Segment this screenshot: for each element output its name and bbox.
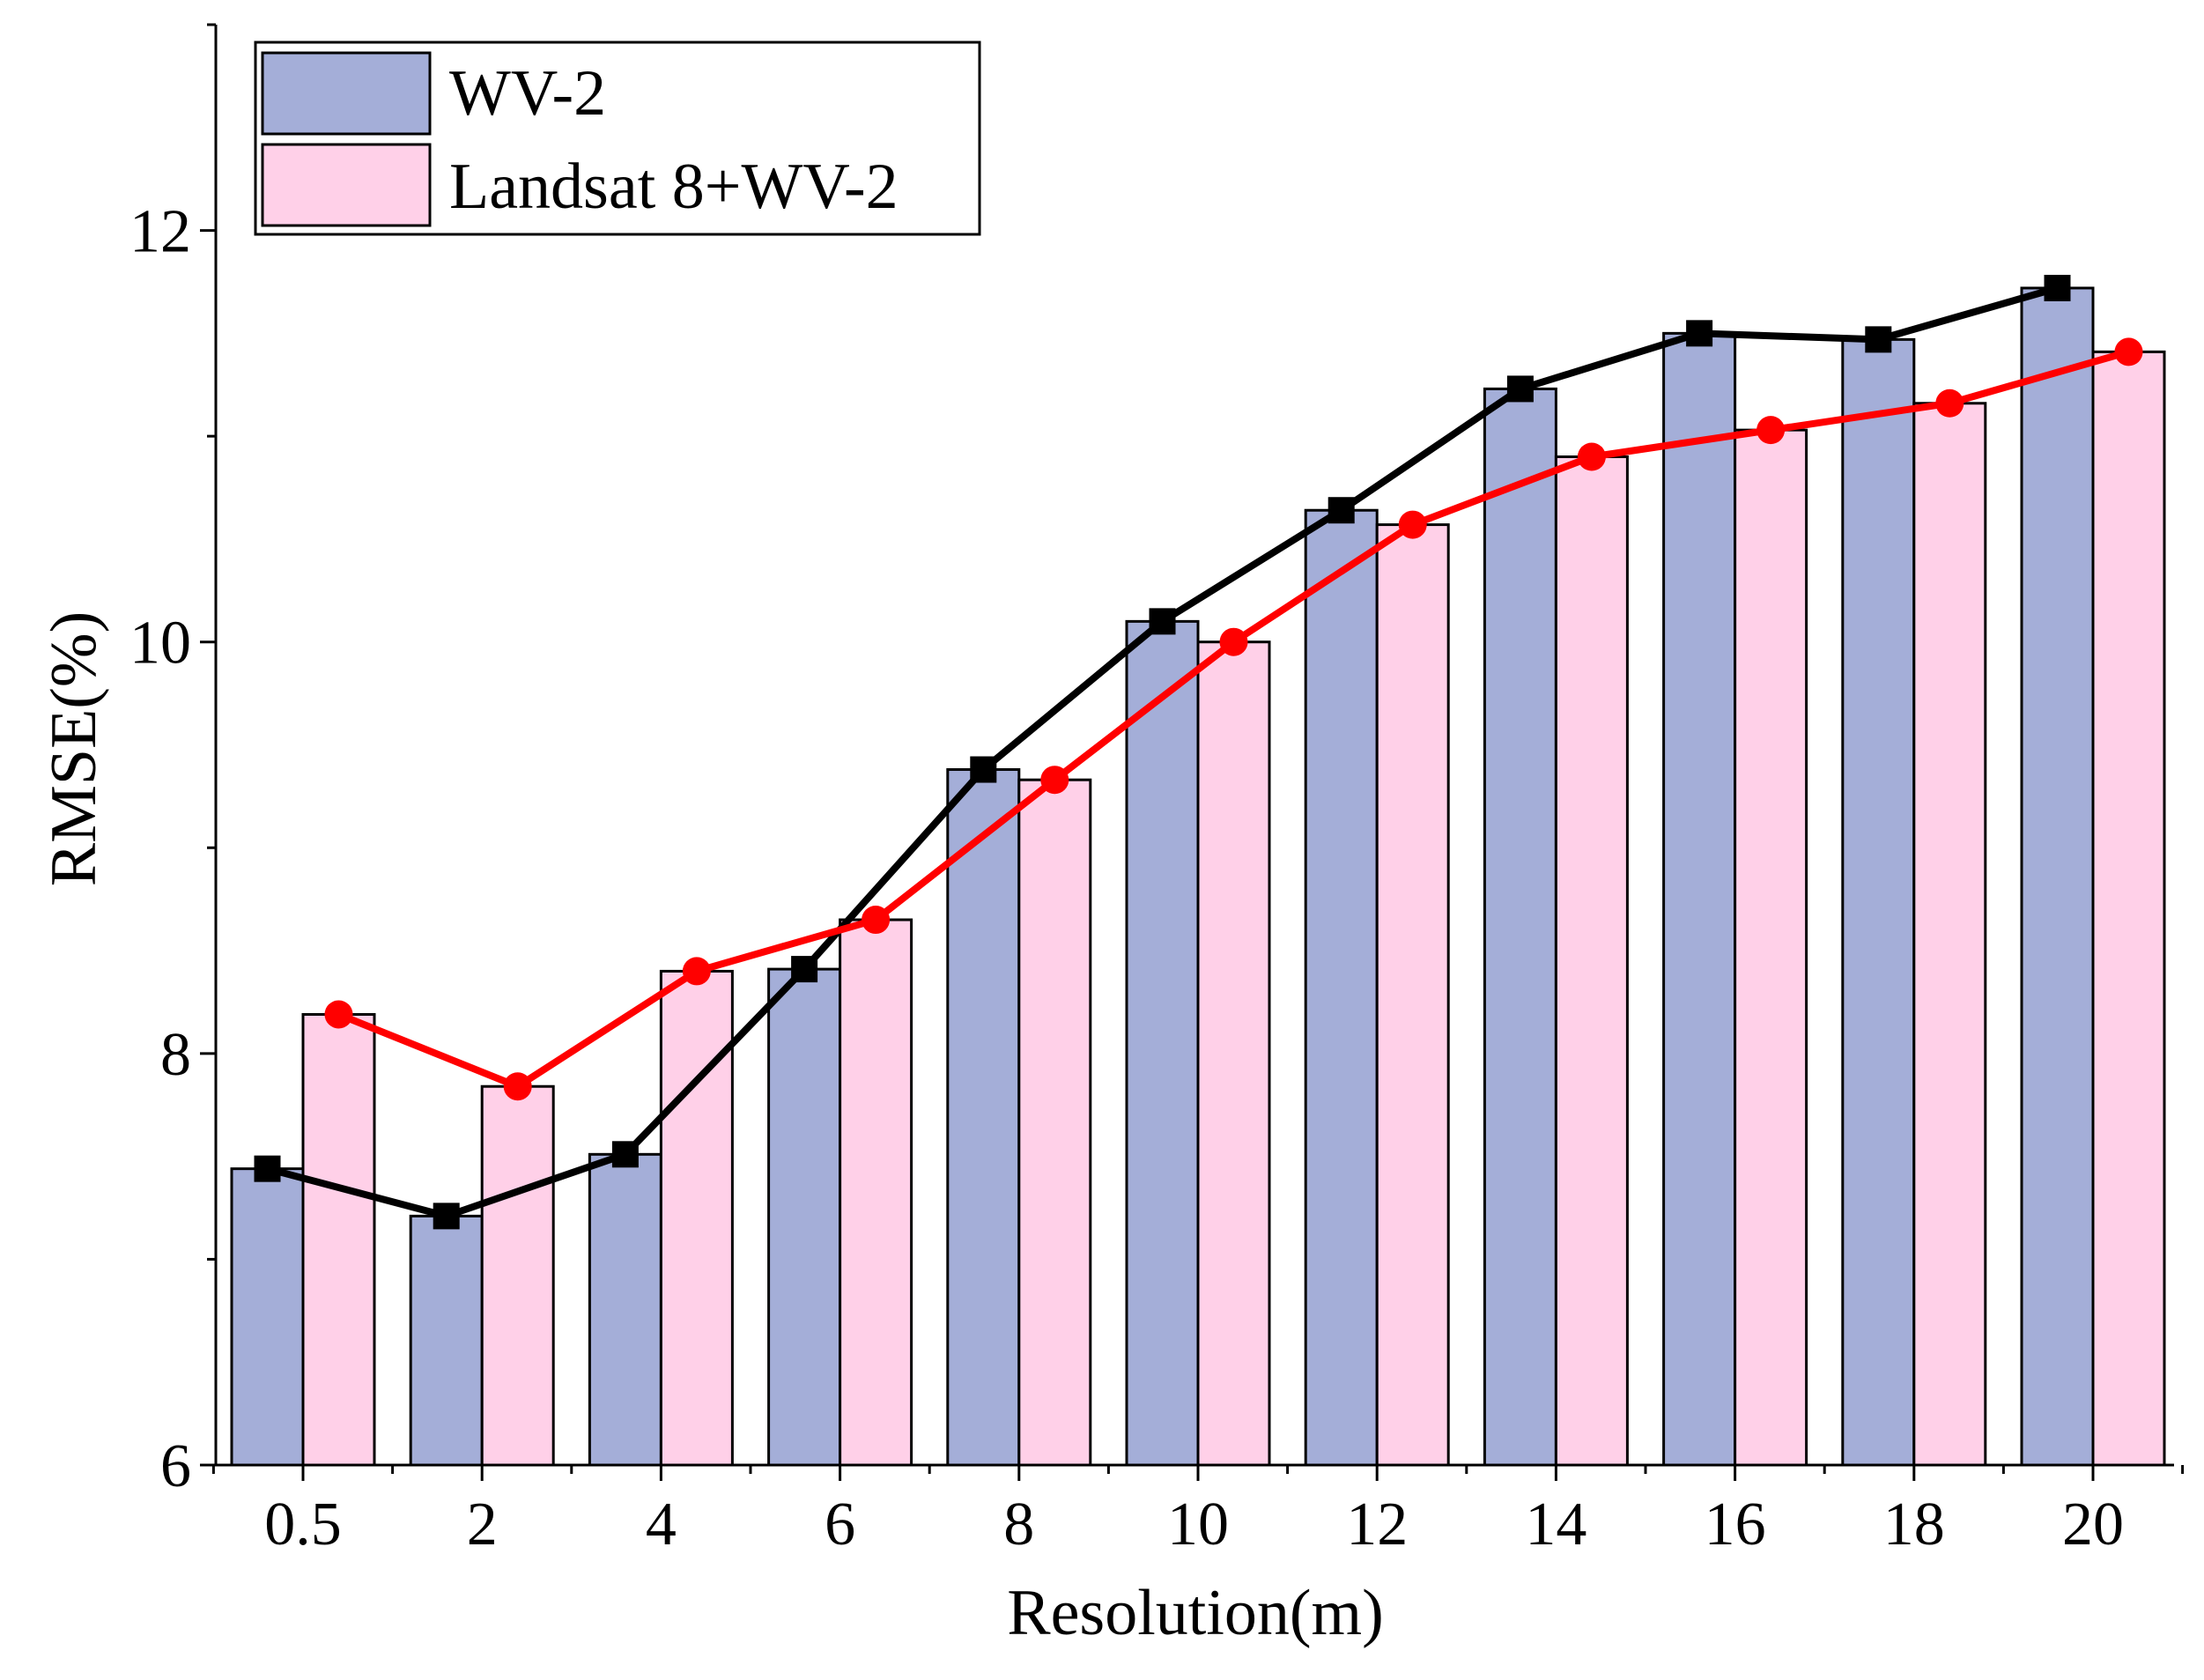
x-tick-label-8: 8 <box>1003 1491 1034 1558</box>
marker-landsat-wv2-2 <box>503 1072 532 1101</box>
marker-landsat-wv2-4 <box>682 957 711 986</box>
x-tick-label-12: 12 <box>1346 1491 1408 1558</box>
marker-wv2-18 <box>1865 326 1892 353</box>
x-tick-label-0.5: 0.5 <box>264 1491 342 1558</box>
x-tick-label-20: 20 <box>2062 1491 2124 1558</box>
marker-wv2-16 <box>1686 320 1713 347</box>
bar-landsat-wv2-0.5 <box>301 1012 376 1467</box>
x-tick-label-2: 2 <box>467 1491 498 1558</box>
bar-wv2-12 <box>1304 508 1379 1467</box>
bar-landsat-wv2-14 <box>1554 455 1629 1467</box>
marker-landsat-wv2-16 <box>1757 416 1786 445</box>
bar-wv2-16 <box>1662 331 1737 1467</box>
legend-label-wv2: WV-2 <box>449 57 606 130</box>
marker-wv2-6 <box>791 956 818 983</box>
x-tick-label-4: 4 <box>646 1491 677 1558</box>
bar-landsat-wv2-12 <box>1375 523 1450 1467</box>
legend: WV-2 Landsat 8+WV-2 <box>254 41 981 236</box>
marker-landsat-wv2-8 <box>1040 766 1069 795</box>
bar-landsat-wv2-16 <box>1734 428 1808 1467</box>
markers-layer <box>254 274 2143 1230</box>
bar-wv2-8 <box>946 768 1021 1467</box>
x-tick-label-14: 14 <box>1525 1491 1586 1558</box>
bar-wv2-6 <box>767 967 842 1467</box>
bar-landsat-wv2-4 <box>659 969 734 1467</box>
marker-wv2-10 <box>1149 608 1176 635</box>
marker-landsat-wv2-10 <box>1219 627 1248 656</box>
bar-landsat-wv2-2 <box>480 1084 555 1467</box>
axes-layer: 6 8 10 12 0.5 2 4 6 8 10 12 14 16 18 20 <box>129 23 2185 1558</box>
bar-landsat-wv2-6 <box>839 918 913 1467</box>
marker-wv2-8 <box>970 756 997 783</box>
marker-landsat-wv2-14 <box>1577 442 1606 471</box>
x-tick-label-10: 10 <box>1167 1491 1229 1558</box>
y-tick-label-12: 12 <box>129 198 191 266</box>
bar-wv2-2 <box>409 1214 484 1467</box>
marker-wv2-20 <box>2044 274 2071 301</box>
bar-wv2-20 <box>2020 286 2095 1467</box>
y-tick-label-8: 8 <box>160 1021 191 1089</box>
legend-label-landsat-wv2: Landsat 8+WV-2 <box>449 151 899 223</box>
x-axis-title: Resolution(m) <box>1007 1577 1384 1649</box>
x-tick-label-18: 18 <box>1883 1491 1945 1558</box>
legend-swatch-wv2 <box>261 51 432 136</box>
marker-landsat-wv2-18 <box>1935 389 1964 418</box>
marker-landsat-wv2-20 <box>2114 337 2143 366</box>
marker-wv2-2 <box>433 1203 460 1230</box>
y-axis-title: RMSE(%) <box>38 611 110 886</box>
marker-wv2-14 <box>1506 375 1534 403</box>
bar-wv2-10 <box>1125 619 1200 1467</box>
marker-wv2-4 <box>611 1141 639 1168</box>
x-tick-label-6: 6 <box>825 1491 855 1558</box>
legend-swatch-landsat-wv2 <box>261 143 432 227</box>
bar-landsat-wv2-18 <box>1912 402 1987 1467</box>
bar-wv2-14 <box>1483 387 1557 1467</box>
y-tick-label-6: 6 <box>160 1432 191 1500</box>
marker-wv2-0.5 <box>254 1155 281 1182</box>
bar-wv2-0.5 <box>230 1167 305 1467</box>
bar-landsat-wv2-8 <box>1017 778 1092 1467</box>
marker-wv2-12 <box>1328 497 1355 524</box>
bar-wv2-4 <box>588 1152 662 1467</box>
y-tick-label-10: 10 <box>129 610 191 677</box>
x-tick-label-16: 16 <box>1705 1491 1766 1558</box>
marker-landsat-wv2-6 <box>862 906 891 935</box>
bars-layer <box>230 286 2166 1467</box>
marker-landsat-wv2-12 <box>1398 510 1427 539</box>
bar-landsat-wv2-20 <box>2091 350 2166 1467</box>
bar-landsat-wv2-10 <box>1196 640 1271 1467</box>
marker-landsat-wv2-0.5 <box>324 1000 353 1029</box>
bar-wv2-18 <box>1841 337 1916 1467</box>
